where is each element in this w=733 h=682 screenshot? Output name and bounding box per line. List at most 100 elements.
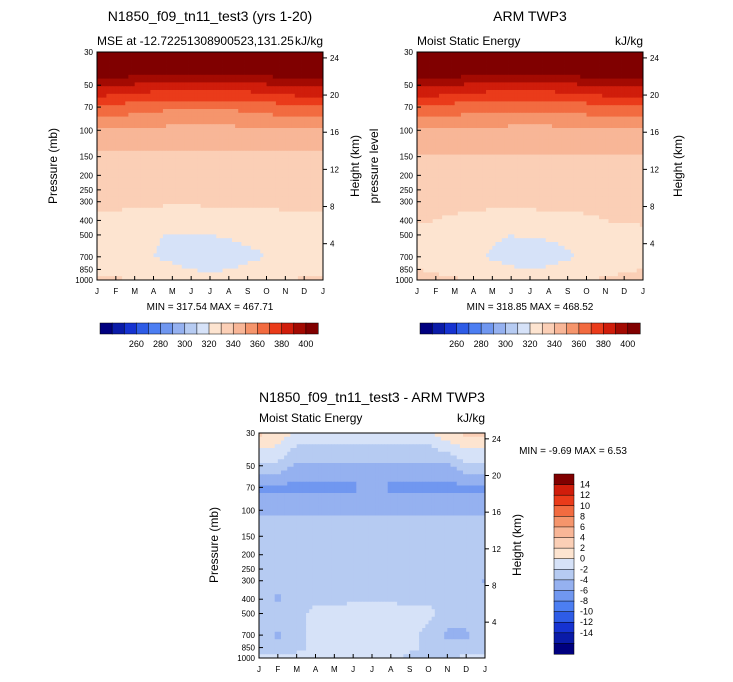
heatmap-cell <box>147 109 151 114</box>
heatmap-cell <box>279 71 283 76</box>
heatmap-cell <box>235 268 239 273</box>
heatmap-cell <box>272 257 277 262</box>
heatmap-cell <box>244 150 249 155</box>
heatmap-cell <box>275 272 280 277</box>
heatmap-cell <box>586 78 591 83</box>
heatmap-cell <box>172 135 176 140</box>
heatmap-cell <box>257 67 261 72</box>
heatmap-cell <box>548 63 553 68</box>
heatmap-cell <box>150 67 154 72</box>
heatmap-cell <box>266 181 271 186</box>
heatmap-cell <box>200 261 205 266</box>
heatmap-cell <box>191 166 195 171</box>
heatmap-cell <box>241 97 245 102</box>
heatmap-cell <box>159 253 164 258</box>
heatmap-cell <box>210 147 214 152</box>
heatmap-cell <box>310 242 314 247</box>
heatmap-cell <box>109 116 114 121</box>
heatmap-cell <box>188 242 192 247</box>
heatmap-cell <box>128 211 132 216</box>
heatmap-cell <box>210 188 214 193</box>
heatmap-cell <box>103 204 107 209</box>
heatmap-cell <box>275 105 280 110</box>
heatmap-cell <box>181 93 186 98</box>
heatmap-cell <box>100 188 104 193</box>
heatmap-cell <box>140 112 145 117</box>
heatmap-cell <box>279 204 283 209</box>
heatmap-cell <box>191 207 195 212</box>
heatmap-cell <box>197 169 201 174</box>
heatmap-cell <box>417 52 421 57</box>
heatmap-cell <box>159 135 164 140</box>
heatmap-cell <box>285 276 289 280</box>
heatmap-cell <box>203 207 208 212</box>
heatmap-cell <box>285 249 289 254</box>
heatmap-cell <box>316 120 321 125</box>
heatmap-cell <box>200 245 205 250</box>
heatmap-cell <box>238 101 242 106</box>
heatmap-cell <box>558 74 562 79</box>
heatmap-cell <box>304 128 308 133</box>
heatmap-cell <box>103 135 107 140</box>
heatmap-cell <box>583 74 587 79</box>
heatmap-cell <box>244 101 249 106</box>
heatmap-cell <box>206 192 211 197</box>
heatmap-cell <box>156 226 161 231</box>
heatmap-cell <box>310 253 314 258</box>
heatmap-cell <box>125 78 129 83</box>
heatmap-cell <box>197 147 201 152</box>
heatmap-cell <box>122 245 126 250</box>
heatmap-cell <box>194 238 198 243</box>
heatmap-cell <box>144 166 148 171</box>
heatmap-cell <box>316 272 321 277</box>
heatmap-cell <box>564 55 569 60</box>
heatmap-cell <box>301 264 305 269</box>
heatmap-cell <box>106 223 110 228</box>
heatmap-cell <box>222 196 227 201</box>
heatmap-cell <box>275 200 280 205</box>
heatmap-cell <box>206 147 211 152</box>
heatmap-cell <box>244 181 249 186</box>
heatmap-cell <box>118 120 123 125</box>
heatmap-cell <box>460 59 465 64</box>
heatmap-cell <box>219 74 223 79</box>
heatmap-cell <box>156 219 161 224</box>
heatmap-cell <box>166 245 170 250</box>
heatmap-cell <box>319 55 323 60</box>
heatmap-cell <box>235 143 239 148</box>
heatmap-cell <box>137 181 142 186</box>
heatmap-cell <box>313 93 318 98</box>
heatmap-cell <box>181 166 186 171</box>
heatmap-cell <box>122 249 126 254</box>
heatmap-cell <box>125 226 129 231</box>
heatmap-cell <box>140 74 145 79</box>
heatmap-cell <box>97 90 101 95</box>
heatmap-cell <box>260 93 264 98</box>
heatmap-cell <box>589 55 594 60</box>
heatmap-cell <box>247 120 252 125</box>
heatmap-cell <box>263 71 267 76</box>
heatmap-cell <box>263 196 267 201</box>
heatmap-cell <box>269 105 274 110</box>
heatmap-cell <box>122 196 126 201</box>
heatmap-cell <box>169 52 173 57</box>
heatmap-cell <box>285 158 289 163</box>
heatmap-cell <box>178 238 183 243</box>
heatmap-cell <box>231 135 236 140</box>
heatmap-cell <box>131 135 136 140</box>
heatmap-cell <box>169 215 173 220</box>
heatmap-cell <box>137 116 142 121</box>
heatmap-cell <box>106 71 110 76</box>
heatmap-cell <box>172 59 176 64</box>
heatmap-cell <box>144 82 148 87</box>
heatmap-cell <box>156 177 161 182</box>
heatmap-cell <box>244 223 249 228</box>
heatmap-cell <box>624 52 628 57</box>
heatmap-cell <box>178 109 183 114</box>
y2-axis-label: Height (km) <box>348 135 362 197</box>
heatmap-cell <box>106 116 110 121</box>
heatmap-cell <box>301 139 305 144</box>
heatmap-cell <box>244 264 249 269</box>
heatmap-cell <box>210 261 214 266</box>
heatmap-cell <box>188 234 192 239</box>
